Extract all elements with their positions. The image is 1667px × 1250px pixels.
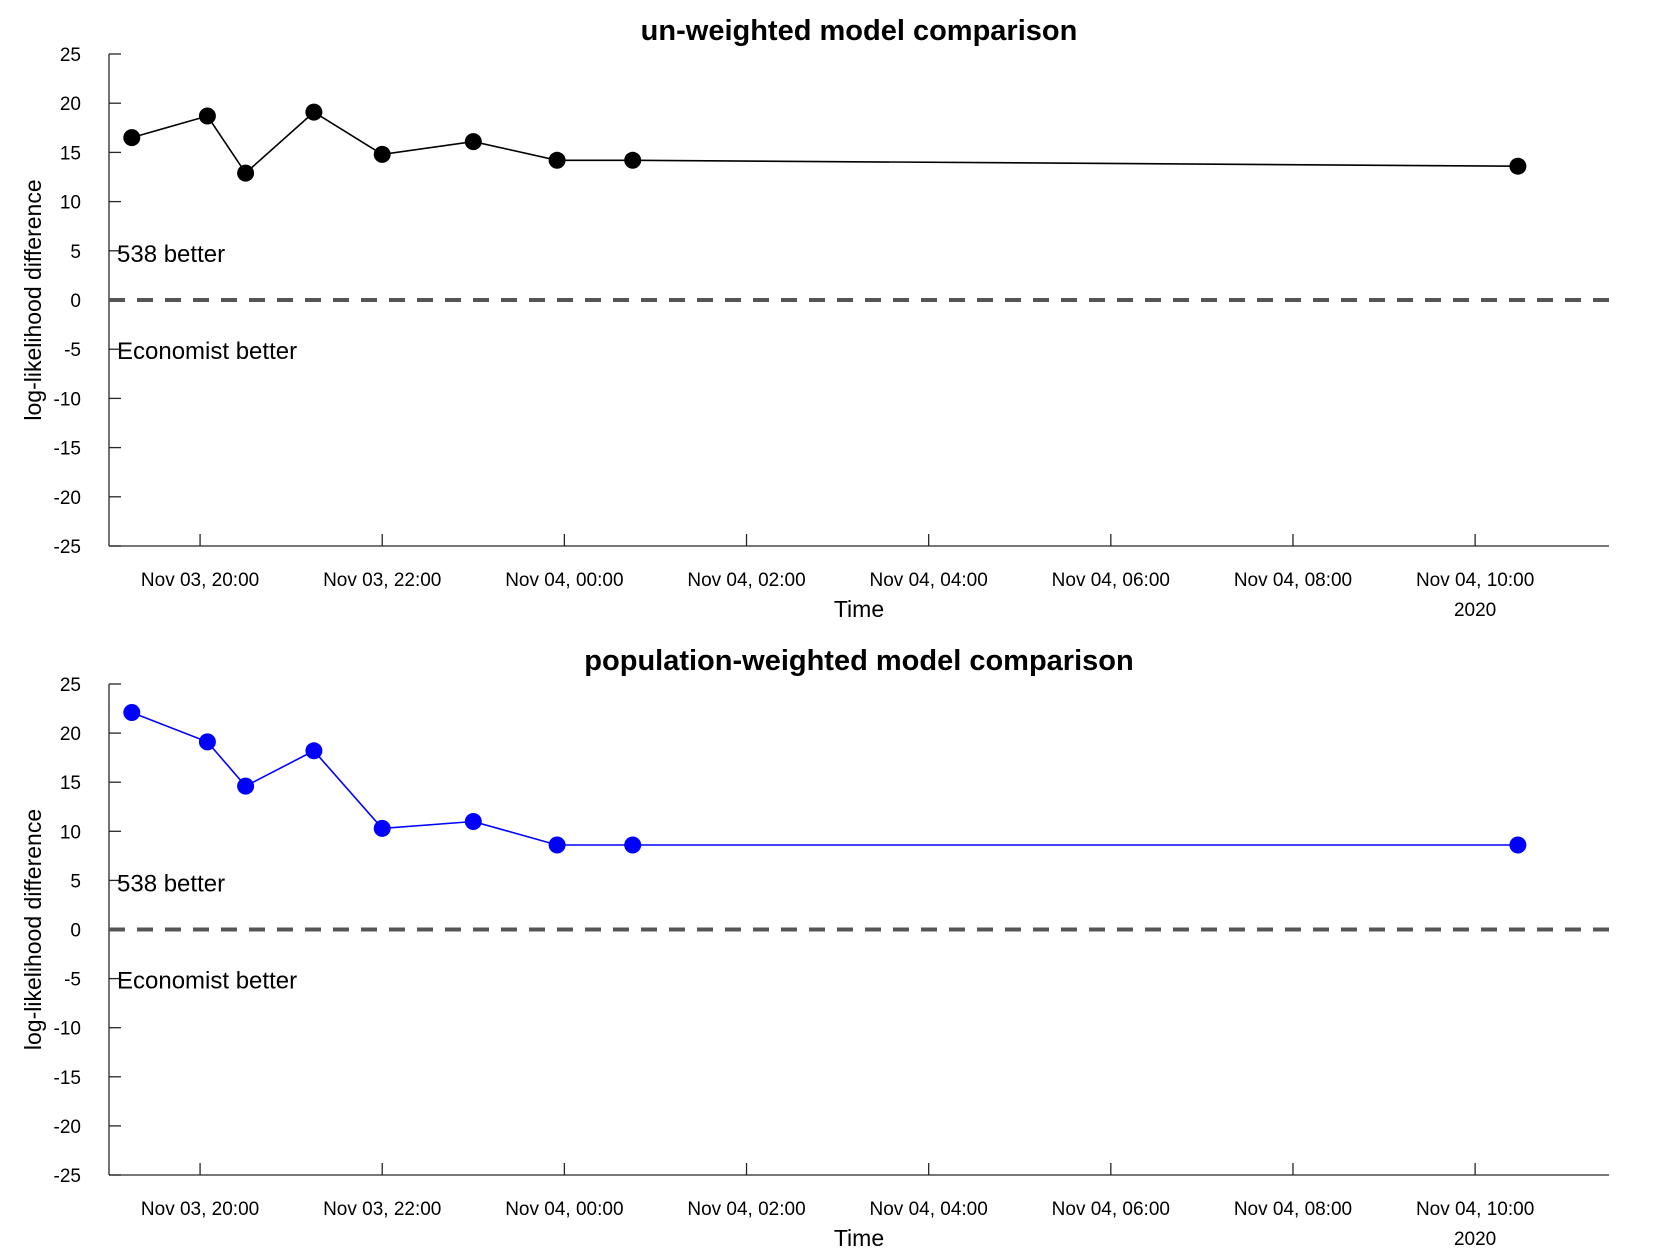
data-point (123, 129, 141, 147)
y-tick-label: -15 (54, 1068, 81, 1089)
annotation-label: 538 better (117, 870, 225, 897)
y-tick-label: 15 (60, 143, 81, 164)
x-tick-label: Nov 04, 08:00 (1234, 570, 1352, 591)
data-point (1509, 836, 1527, 854)
data-point (624, 836, 642, 854)
y-tick-label: 20 (60, 94, 81, 115)
x-year-label: 2020 (1454, 1229, 1496, 1250)
y-axis-label: log-likelihood difference (20, 809, 46, 1050)
x-tick-label: Nov 04, 00:00 (505, 570, 623, 591)
data-point (1509, 157, 1527, 175)
x-tick-label: Nov 04, 08:00 (1234, 1199, 1352, 1220)
data-point (305, 742, 323, 760)
x-tick-label: Nov 04, 04:00 (870, 570, 988, 591)
x-tick-label: Nov 04, 00:00 (505, 1199, 623, 1220)
y-tick-label: 25 (60, 45, 81, 66)
annotation-label: 538 better (117, 241, 225, 268)
y-tick-label: 15 (60, 773, 81, 794)
data-point (548, 151, 566, 169)
x-tick-label: Nov 03, 20:00 (141, 1199, 259, 1220)
series-line (131, 711, 1518, 846)
y-axis-label: log-likelihood difference (20, 179, 46, 420)
data-point (305, 103, 323, 121)
chart-panel-2: population-weighted model comparison 25 20… (20, 645, 1609, 1250)
x-tick-label: Nov 04, 10:00 (1416, 1199, 1534, 1220)
data-point (373, 819, 391, 837)
annotation-label: Economist better (117, 338, 297, 365)
y-tick-label: 10 (60, 193, 81, 214)
y-tick-label: -20 (54, 488, 81, 509)
x-tick-label: Nov 04, 02:00 (687, 1199, 805, 1220)
x-tick-label: Nov 04, 06:00 (1052, 570, 1170, 591)
data-point (237, 164, 255, 182)
chart-title: population-weighted model comparison (584, 645, 1133, 677)
chart-panel-1: un-weighted model comparison 25 20 15 10 5 0 -5… (20, 15, 1609, 622)
y-tick-label: -10 (54, 1019, 81, 1040)
y-tick-label: 0 (70, 921, 81, 942)
data-point (373, 145, 391, 163)
y-tick-label: 20 (60, 724, 81, 745)
data-point (123, 704, 141, 721)
data-point (548, 836, 566, 854)
y-tick-label: 10 (60, 822, 81, 843)
y-tick-label: -10 (54, 389, 81, 410)
x-tick-label: Nov 04, 06:00 (1052, 1199, 1170, 1220)
data-point (464, 813, 482, 830)
y-tick-label: -5 (64, 340, 81, 361)
y-tick-label: 5 (70, 242, 81, 263)
x-tick-label: Nov 04, 04:00 (870, 1199, 988, 1220)
y-tick-label: 5 (70, 871, 81, 892)
x-axis-label: Time (834, 1225, 884, 1250)
data-point (464, 133, 482, 151)
y-tick-label: -25 (54, 537, 81, 558)
data-point (198, 733, 216, 751)
x-tick-label: Nov 03, 22:00 (323, 1199, 441, 1220)
x-tick-label: Nov 03, 20:00 (141, 570, 259, 591)
y-tick-label: 25 (60, 675, 81, 696)
y-tick-label: 0 (70, 291, 81, 312)
y-tick-label: -5 (64, 970, 81, 991)
y-tick-label: -25 (54, 1166, 81, 1187)
data-point (624, 151, 642, 169)
x-tick-label: Nov 04, 10:00 (1416, 570, 1534, 591)
chart-title: un-weighted model comparison (641, 15, 1078, 47)
x-axis-label: Time (834, 596, 884, 622)
data-point (198, 107, 216, 125)
x-year-label: 2020 (1454, 600, 1496, 621)
x-tick-label: Nov 04, 02:00 (687, 570, 805, 591)
y-tick-label: -20 (54, 1117, 81, 1138)
x-tick-label: Nov 03, 22:00 (323, 570, 441, 591)
annotation-label: Economist better (117, 968, 297, 995)
data-point (237, 777, 255, 795)
series-line (131, 111, 1518, 175)
y-tick-label: -15 (54, 439, 81, 460)
